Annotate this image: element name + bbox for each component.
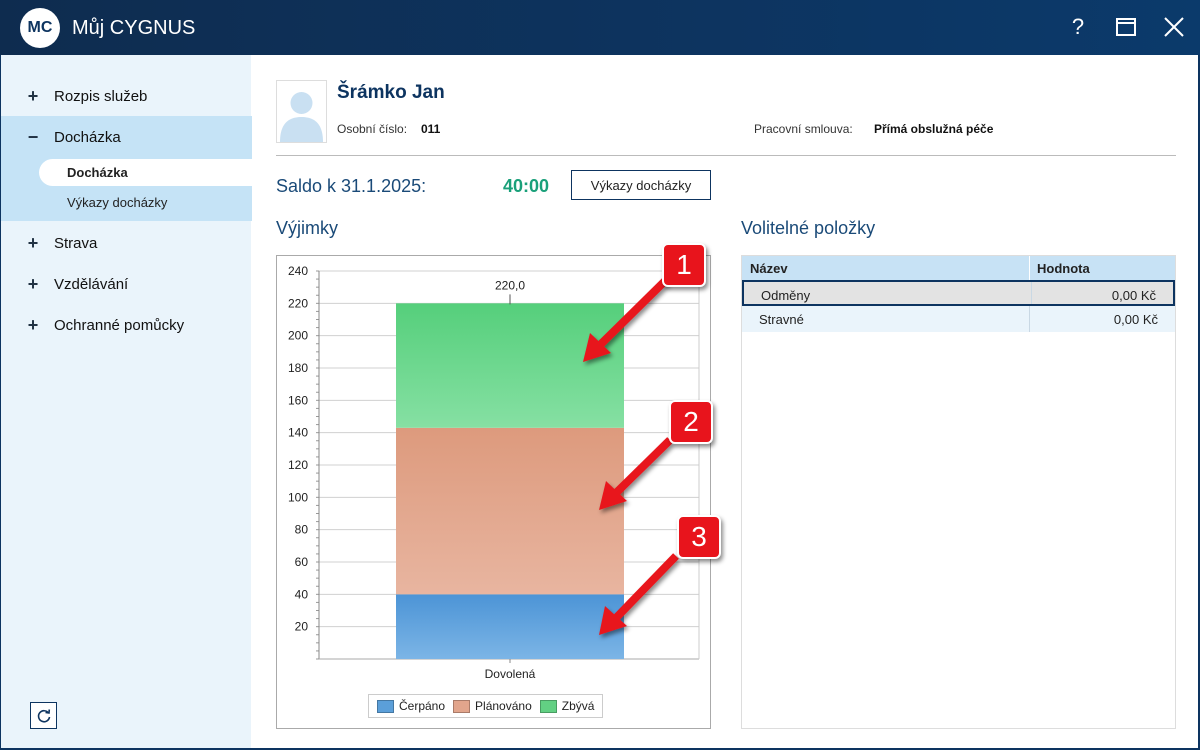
divider	[276, 155, 1176, 156]
legend-swatch	[453, 699, 471, 713]
y-tick-label: 60	[295, 555, 309, 569]
legend-item: Čerpáno	[377, 699, 445, 713]
bar-segment-1	[396, 594, 624, 659]
cell-value: 0,00 Kč	[1113, 312, 1158, 327]
legend-swatch	[539, 699, 557, 713]
y-tick-label: 20	[295, 620, 309, 634]
sidebar: + Rozpis služeb − Docházka Docházka Výka…	[0, 55, 252, 750]
legend-swatch	[377, 699, 394, 713]
cell-divider	[1029, 306, 1030, 332]
sidebar-item-label: Rozpis služeb	[54, 87, 148, 105]
sidebar-item-label: Docházka	[54, 128, 121, 146]
y-tick-label: 120	[288, 458, 308, 472]
x-tick-label: Dovolená	[485, 667, 536, 681]
column-header-nazev[interactable]: Název	[750, 261, 788, 276]
legend-label: Plánováno	[475, 699, 532, 713]
y-tick-label: 240	[288, 264, 308, 278]
bar-segment-3	[396, 303, 624, 428]
cell-name: Odměny	[761, 288, 811, 303]
expand-icon: +	[27, 314, 39, 335]
sidebar-subitem-dochazka[interactable]: Docházka	[67, 165, 128, 180]
sidebar-item-label: Strava	[54, 234, 98, 252]
exceptions-title: Výjimky	[276, 218, 338, 238]
employee-name: Šrámko Jan	[337, 82, 445, 103]
refresh-icon	[37, 708, 50, 723]
sidebar-item-vzdelavani[interactable]: + Vzdělávání	[1, 264, 252, 304]
window-border	[1198, 55, 1200, 750]
app-title: Můj CYGNUS	[72, 17, 196, 39]
sidebar-active-highlight	[39, 159, 252, 186]
column-divider	[1029, 256, 1030, 280]
y-tick-label: 40	[295, 587, 309, 601]
y-tick-label: 200	[288, 329, 308, 343]
avatar	[276, 80, 327, 143]
contract-value: Přímá obslužná péče	[874, 122, 994, 136]
sidebar-subitem-vykazy-dochazky[interactable]: Výkazy docházky	[67, 195, 168, 210]
window-border	[0, 748, 1200, 750]
callout-1: 1	[662, 243, 706, 287]
sidebar-item-rozpis-sluzeb[interactable]: + Rozpis služeb	[1, 76, 252, 116]
optional-items-title: Volitelné položky	[741, 218, 876, 238]
contract-label: Pracovní smlouva:	[754, 122, 853, 136]
sidebar-item-strava[interactable]: + Strava	[1, 223, 252, 263]
close-icon	[1164, 17, 1184, 37]
expand-icon: +	[27, 273, 39, 294]
title-bar: MC Můj CYGNUS ?	[0, 0, 1200, 55]
saldo-value: 40:00	[503, 176, 550, 196]
callout-3: 3	[677, 515, 721, 559]
help-button[interactable]: ?	[1063, 12, 1093, 42]
bar-segment-2	[396, 427, 624, 595]
saldo-label: Saldo k 31.1.2025:	[276, 176, 427, 196]
y-tick-label: 140	[288, 426, 308, 440]
app-logo: MC	[20, 8, 60, 48]
sidebar-item-ochranne-pomucky[interactable]: + Ochranné pomůcky	[1, 305, 252, 345]
sidebar-item-label: Vzdělávání	[54, 275, 129, 293]
exceptions-chart: 20 40 60 80 100 120 140 160 180 200 220 240 220,0 Dov…	[276, 255, 711, 729]
help-icon: ?	[1071, 14, 1085, 39]
expand-icon: +	[27, 232, 39, 253]
chart-canvas: 20 40 60 80 100 120 140 160 180 200 220 240 220,0 Dov…	[288, 264, 700, 681]
table-header: Název Hodnota	[742, 256, 1175, 280]
total-data-label: 220,0	[495, 278, 525, 292]
y-tick-label: 100	[288, 490, 308, 504]
vykazy-dochazky-button[interactable]: Výkazy docházky	[571, 170, 711, 200]
callout-2: 2	[669, 400, 713, 444]
y-tick-label: 180	[288, 361, 308, 375]
legend-item: Zbývá	[539, 699, 595, 713]
column-header-hodnota[interactable]: Hodnota	[1037, 261, 1090, 276]
legend-label: Zbývá	[561, 699, 595, 713]
legend-item: Plánováno	[453, 699, 532, 713]
legend-label: Čerpáno	[399, 699, 446, 713]
cell-divider	[1031, 282, 1032, 304]
personal-number-value: 011	[421, 122, 441, 136]
optional-items-table: Název Hodnota Odměny 0,00 Kč Stravné 0,0…	[741, 255, 1176, 729]
y-tick-label: 160	[288, 393, 308, 407]
table-row[interactable]: Stravné 0,00 Kč	[742, 306, 1175, 332]
chart-legend: Čerpáno Plánováno Zbývá	[368, 694, 604, 718]
refresh-button[interactable]	[30, 702, 57, 729]
sidebar-item-dochazka[interactable]: − Docházka	[1, 117, 252, 157]
maximize-button[interactable]	[1111, 12, 1141, 42]
table-row-selected[interactable]: Odměny 0,00 Kč	[742, 280, 1175, 306]
close-button[interactable]	[1159, 12, 1189, 42]
user-silhouette-icon	[280, 92, 323, 142]
cell-name: Stravné	[759, 312, 804, 327]
sidebar-item-label: Ochranné pomůcky	[54, 316, 185, 334]
expand-icon: +	[27, 85, 39, 106]
personal-number-label: Osobní číslo:	[337, 122, 408, 136]
collapse-icon: −	[27, 126, 39, 147]
maximize-icon	[1116, 18, 1136, 36]
y-tick-label: 80	[295, 523, 309, 537]
cell-value: 0,00 Kč	[1111, 288, 1156, 303]
y-tick-label: 220	[288, 296, 308, 310]
